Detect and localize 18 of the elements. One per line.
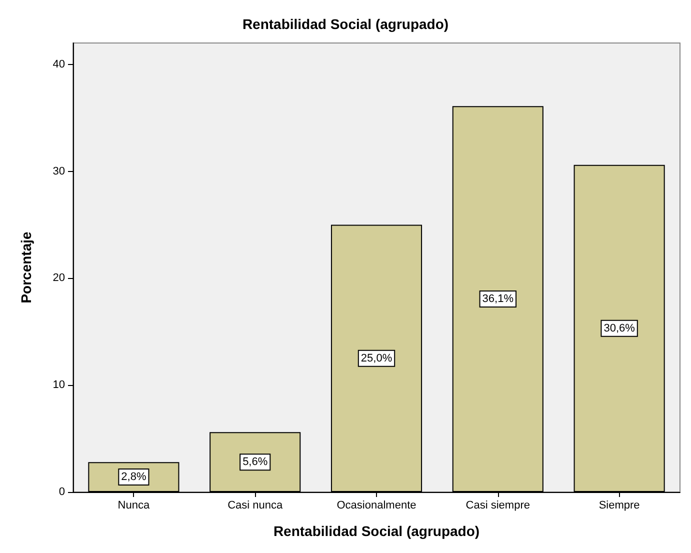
y-tick-label: 20	[52, 272, 65, 284]
chart-title: Rentabilidad Social (agrupado)	[242, 16, 449, 32]
x-tick-label: Nunca	[118, 500, 150, 512]
data-label: 2,8%	[121, 471, 146, 484]
x-tick-label: Casi siempre	[466, 500, 530, 512]
y-tick-label: 30	[52, 165, 65, 178]
y-tick-label: 40	[52, 58, 65, 70]
data-label: 5,6%	[242, 456, 268, 468]
data-label: 30,6%	[604, 322, 636, 334]
y-axis-title: Porcentaje	[18, 231, 34, 304]
x-axis-title: Rentabilidad Social (agrupado)	[273, 523, 480, 539]
y-tick-label: 10	[52, 379, 65, 392]
x-tick-label: Casi nunca	[228, 500, 284, 512]
data-label: 36,1%	[482, 293, 514, 306]
x-tick-label: Siempre	[598, 500, 640, 512]
y-tick-label: 0	[58, 486, 65, 498]
data-label: 25,0%	[360, 352, 392, 364]
x-tick-label: Ocasionalmente	[336, 500, 416, 512]
